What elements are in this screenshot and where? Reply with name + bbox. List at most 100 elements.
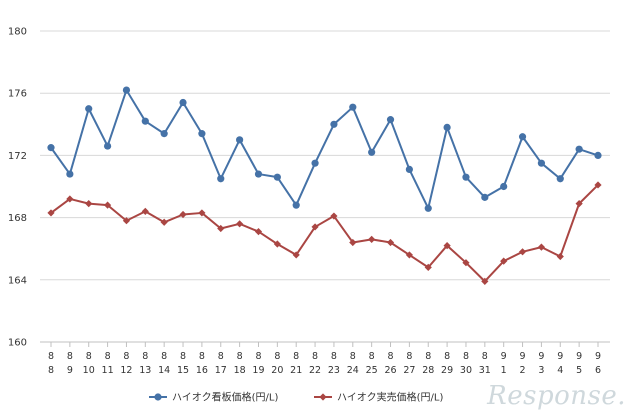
data-point	[311, 223, 319, 231]
data-point	[217, 175, 225, 183]
x-tick-day: 6	[595, 365, 601, 376]
data-point	[160, 218, 168, 226]
x-tick-day: 26	[384, 365, 396, 376]
x-tick-day: 9	[67, 365, 73, 376]
data-point	[292, 201, 300, 209]
data-point	[556, 252, 564, 261]
series-line	[50, 89, 599, 210]
x-tick-day: 23	[328, 365, 340, 376]
x-tick-month: 8	[218, 351, 224, 362]
data-point	[537, 159, 546, 167]
data-point	[141, 117, 149, 125]
y-tick-label: 172	[8, 151, 27, 162]
data-point	[254, 227, 263, 236]
data-point	[481, 193, 489, 201]
x-tick-day: 2	[520, 365, 526, 376]
gridlines	[40, 30, 610, 343]
data-point	[443, 241, 451, 250]
x-tick-month: 8	[48, 351, 54, 362]
data-point	[198, 130, 206, 138]
x-axis: 8889810811812813814815816817818819820821…	[48, 342, 601, 376]
data-point	[236, 136, 244, 144]
data-point	[85, 200, 93, 208]
x-tick-month: 8	[105, 351, 111, 362]
x-tick-day: 21	[290, 365, 302, 376]
legend-item-1: ハイオク看板価格(円/L)	[149, 391, 278, 404]
data-point	[330, 120, 338, 128]
x-tick-month: 8	[237, 351, 243, 362]
x-tick-month: 8	[331, 351, 337, 362]
y-tick-label: 168	[8, 213, 27, 224]
x-tick-month: 8	[199, 351, 205, 362]
x-tick-month: 9	[520, 351, 526, 362]
y-tick-label: 176	[8, 89, 27, 100]
data-point	[481, 277, 489, 285]
x-tick-day: 13	[139, 365, 151, 376]
response-watermark: Response.	[487, 381, 626, 411]
data-point	[47, 144, 55, 152]
x-tick-month: 8	[142, 351, 148, 362]
x-tick-month: 8	[387, 351, 393, 362]
data-point	[66, 170, 74, 178]
data-point	[330, 212, 338, 220]
data-point	[103, 201, 112, 209]
x-tick-day: 17	[215, 365, 227, 376]
x-tick-month: 8	[255, 351, 261, 362]
x-tick-month: 8	[274, 351, 280, 362]
x-tick-day: 29	[441, 365, 453, 376]
x-tick-month: 8	[123, 351, 129, 362]
data-point	[236, 220, 244, 228]
data-point	[443, 123, 451, 132]
data-point	[405, 251, 413, 259]
x-tick-day: 28	[422, 365, 434, 376]
x-tick-month: 9	[538, 351, 544, 362]
x-tick-month: 9	[595, 351, 601, 362]
x-tick-day: 31	[479, 365, 491, 376]
series-line	[50, 184, 599, 283]
series-2	[47, 181, 602, 285]
x-tick-day: 27	[403, 365, 415, 376]
data-point	[424, 263, 432, 271]
legend-item-2: ハイオク実売価格(円/L)	[314, 391, 443, 404]
x-tick-month: 8	[444, 351, 450, 362]
y-tick-label: 164	[8, 275, 27, 286]
data-point	[462, 259, 470, 267]
x-tick-day: 25	[366, 365, 378, 376]
x-tick-day: 15	[177, 365, 189, 376]
legend-label: ハイオク実売価格(円/L)	[337, 391, 443, 404]
y-tick-label: 180	[8, 27, 27, 38]
legend-label: ハイオク看板価格(円/L)	[172, 391, 278, 404]
x-tick-month: 8	[67, 351, 73, 362]
x-tick-day: 20	[271, 365, 283, 376]
x-tick-day: 30	[460, 365, 472, 376]
data-point	[311, 159, 319, 167]
x-tick-day: 10	[83, 365, 95, 376]
series-1	[47, 86, 602, 212]
data-point	[556, 175, 564, 183]
data-point	[386, 238, 395, 247]
x-tick-month: 8	[369, 351, 375, 362]
x-tick-month: 8	[180, 351, 186, 362]
data-point	[47, 209, 55, 217]
legend: ハイオク看板価格(円/L) ハイオク実売価格(円/L)	[149, 391, 443, 404]
data-point	[405, 165, 413, 173]
data-point	[368, 148, 376, 156]
x-tick-day: 11	[102, 365, 114, 376]
data-point	[349, 103, 357, 111]
series-layer	[47, 86, 602, 285]
data-point	[349, 238, 357, 247]
data-point	[386, 116, 395, 124]
data-point	[575, 200, 583, 208]
data-point	[518, 133, 527, 141]
data-point	[66, 195, 74, 203]
data-point	[500, 182, 508, 191]
x-tick-month: 8	[161, 351, 167, 362]
data-point	[575, 145, 583, 153]
x-tick-month: 8	[406, 351, 412, 362]
data-point	[179, 210, 187, 219]
data-point	[122, 86, 131, 94]
data-point	[254, 170, 263, 178]
data-point	[594, 151, 602, 159]
x-tick-month: 8	[86, 351, 92, 362]
x-tick-day: 24	[347, 365, 359, 376]
